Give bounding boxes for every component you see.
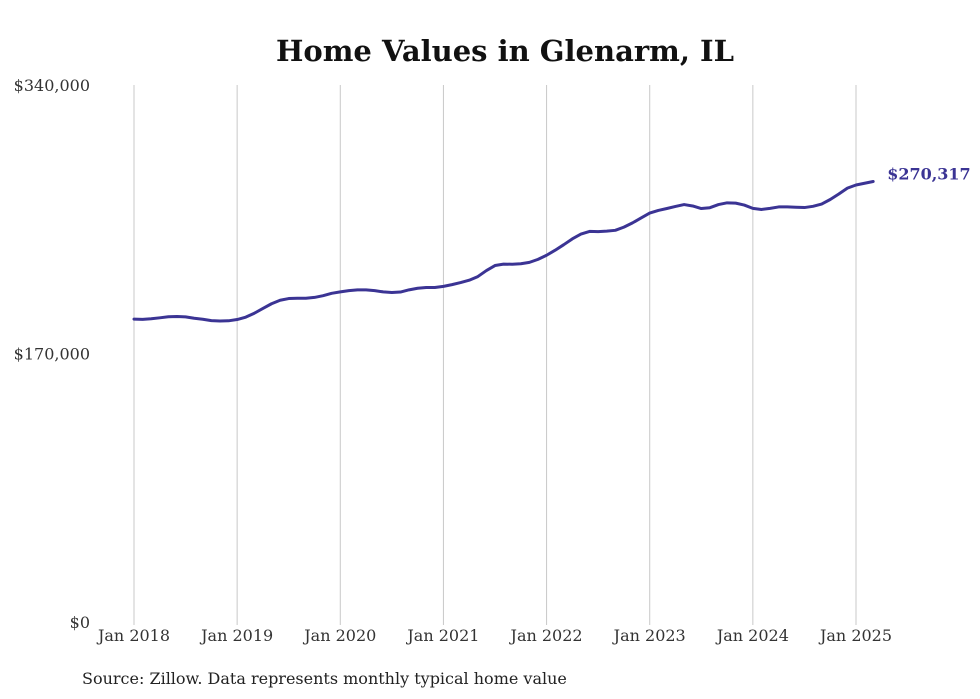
y-axis-ticks: $0 $170,000 $340,000 [14, 76, 90, 632]
series-line-home-value [132, 180, 875, 323]
y-tick-label: $0 [70, 613, 90, 632]
end-value-label: $270,317 [887, 165, 971, 184]
x-tick-label: Jan 2023 [612, 626, 686, 645]
x-tick-label: Jan 2018 [96, 626, 170, 645]
x-tick-label: Jan 2024 [715, 626, 789, 645]
x-tick-label: Jan 2021 [405, 626, 479, 645]
x-gridlines [133, 85, 857, 625]
x-tick-label: Jan 2022 [509, 626, 583, 645]
x-tick-label: Jan 2025 [818, 626, 892, 645]
chart-title: Home Values in Glenarm, IL [276, 34, 734, 68]
x-tick-label: Jan 2019 [199, 626, 273, 645]
x-axis-ticks: Jan 2018 Jan 2019 Jan 2020 Jan 2021 Jan 2022… [96, 626, 892, 645]
x-tick-label: Jan 2020 [302, 626, 376, 645]
y-tick-label: $340,000 [14, 76, 90, 95]
y-tick-label: $170,000 [14, 345, 90, 364]
source-note: Source: Zillow. Data represents monthly … [82, 669, 567, 688]
